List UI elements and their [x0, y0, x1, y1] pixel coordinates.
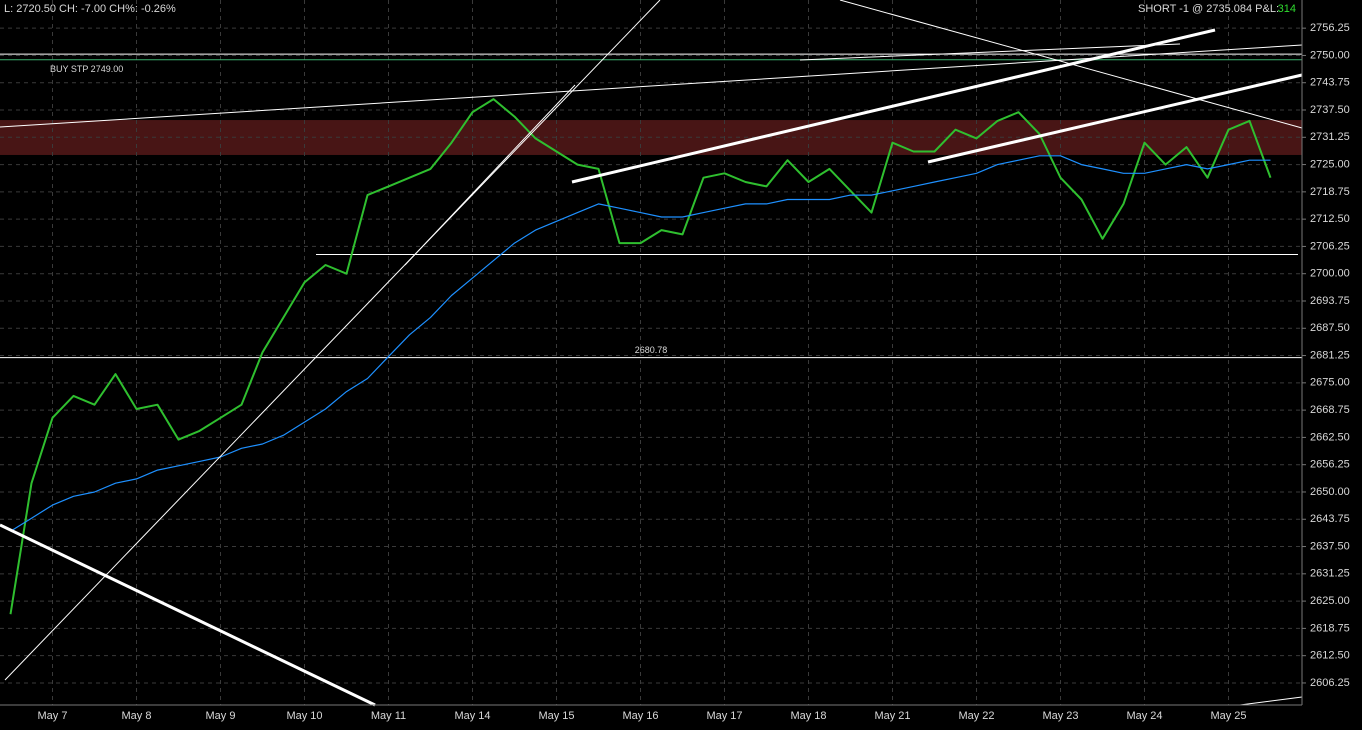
trendline: [1239, 696, 1303, 706]
y-tick-label: 2693.75: [1310, 295, 1350, 307]
level-label: BUY STP 2749.00: [50, 64, 123, 74]
y-tick-label: 2606.25: [1310, 677, 1350, 689]
y-tick-label: 2662.50: [1310, 431, 1350, 443]
trendline: [0, 523, 376, 707]
y-tick-label: 2675.00: [1310, 377, 1350, 389]
y-tick-label: 2612.50: [1310, 650, 1350, 662]
x-tick-label: May 25: [1210, 710, 1246, 722]
trendline: [404, 84, 576, 266]
y-tick-label: 2731.25: [1310, 131, 1350, 143]
pnl-text: 314: [1278, 3, 1296, 15]
y-tick-label: 2756.25: [1310, 22, 1350, 34]
x-tick-label: May 17: [706, 710, 742, 722]
x-tick-label: May 9: [206, 710, 236, 722]
y-tick-label: 2618.75: [1310, 622, 1350, 634]
trendline: [0, 44, 1303, 128]
y-tick-label: 2750.00: [1310, 49, 1350, 61]
y-tick-label: 2631.25: [1310, 568, 1350, 580]
x-tick-label: May 8: [122, 710, 152, 722]
y-tick-label: 2687.50: [1310, 322, 1350, 334]
y-tick-label: 2650.00: [1310, 486, 1350, 498]
x-tick-label: May 7: [38, 710, 68, 722]
y-tick-label: 2712.50: [1310, 213, 1350, 225]
x-tick-label: May 24: [1126, 710, 1162, 722]
y-tick-label: 2737.50: [1310, 104, 1350, 116]
y-tick-label: 2706.25: [1310, 240, 1350, 252]
x-tick-label: May 23: [1042, 710, 1078, 722]
x-tick-label: May 18: [790, 710, 826, 722]
level-label: 2680.78: [635, 345, 668, 355]
trendlines: [0, 0, 1303, 707]
x-tick-label: May 21: [874, 710, 910, 722]
x-tick-label: May 16: [622, 710, 658, 722]
trendline: [4, 0, 661, 681]
y-tick-label: 2718.75: [1310, 186, 1350, 198]
y-tick-label: 2643.75: [1310, 513, 1350, 525]
y-tick-label: 2681.25: [1310, 349, 1350, 361]
trendline: [571, 28, 1216, 184]
x-tick-label: May 10: [286, 710, 322, 722]
position-text: SHORT -1 @ 2735.084 P&L:: [1138, 3, 1279, 15]
x-tick-label: May 22: [958, 710, 994, 722]
y-tick-label: 2725.00: [1310, 158, 1350, 170]
overlay: 2756.25 2750.00 2743.75 2737.50 2731.25 2725.…: [38, 22, 1350, 722]
y-tick-label: 2668.75: [1310, 404, 1350, 416]
price-line: [10, 155, 1271, 532]
x-tick-label: May 14: [454, 710, 490, 722]
x-tick-label: May 11: [371, 710, 406, 722]
trendline: [927, 73, 1303, 164]
y-tick-label: 2637.50: [1310, 540, 1350, 552]
status-text: L: 2720.50 CH: -7.00 CH%: -0.26%: [4, 3, 176, 15]
y-tick-label: 2743.75: [1310, 77, 1350, 89]
y-tick-label: 2700.00: [1310, 268, 1350, 280]
y-tick-label: 2656.25: [1310, 459, 1350, 471]
trendline: [799, 43, 1181, 61]
price-line: [9, 98, 1272, 615]
y-tick-label: 2625.00: [1310, 595, 1350, 607]
x-tick-label: May 15: [538, 710, 574, 722]
